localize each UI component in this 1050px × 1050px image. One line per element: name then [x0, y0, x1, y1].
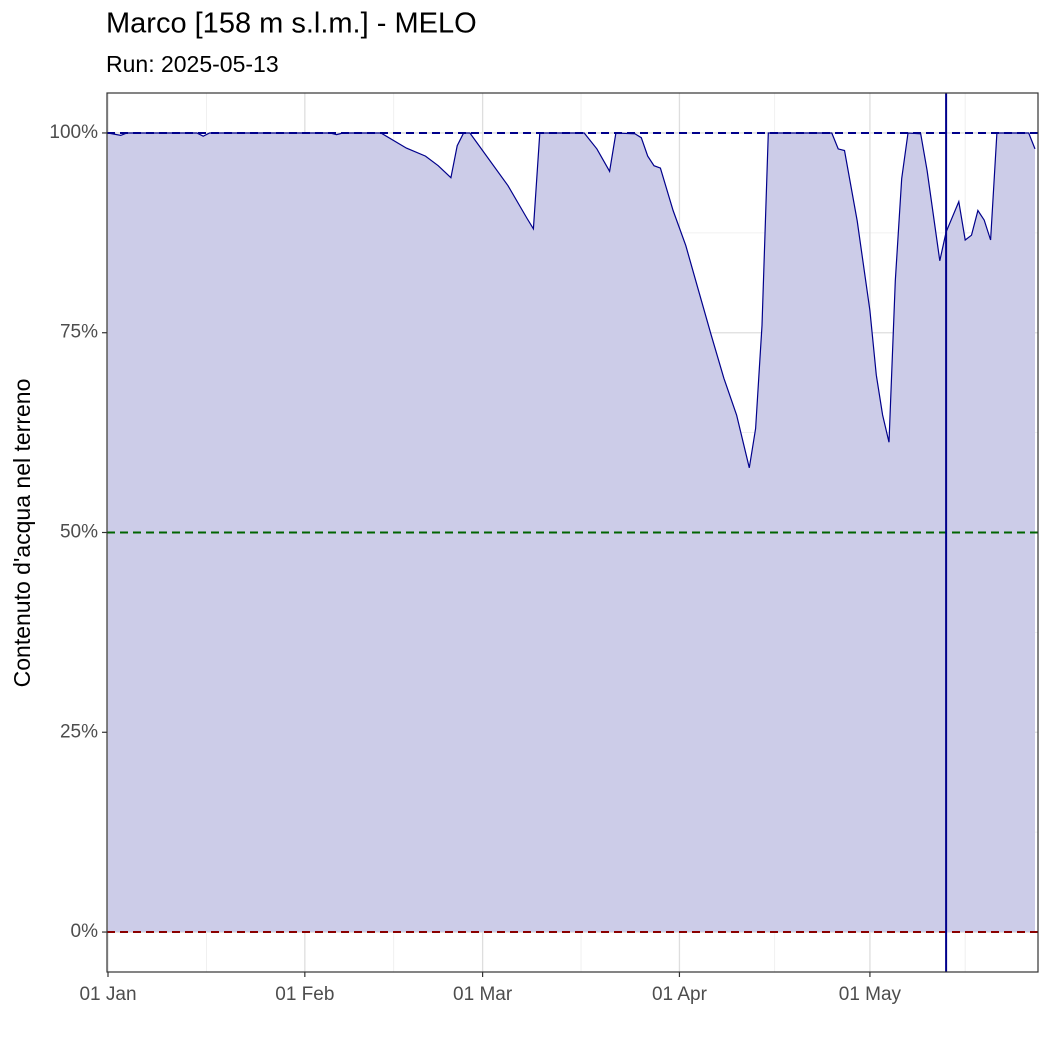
area	[108, 133, 1035, 933]
line	[107, 132, 1036, 468]
x-tick-label: 01 Apr	[652, 984, 708, 1005]
y-axis-label: Contenuto d'acqua nel terreno	[9, 379, 35, 688]
x-tick-label: 01 May	[839, 984, 902, 1005]
chart-subtitle: Run: 2025-05-13	[106, 51, 279, 77]
chart-title: Marco [158 m s.l.m.] - MELO	[106, 8, 477, 40]
x-tick-label: 01 Feb	[275, 984, 334, 1005]
y-tick-label: 0%	[71, 921, 99, 942]
y-tick-label: 75%	[60, 322, 98, 343]
y-tick-label: 100%	[49, 122, 98, 143]
y-tick-label: 25%	[60, 721, 98, 742]
x-tick-label: 01 Mar	[453, 984, 513, 1005]
x-tick-label: 01 Jan	[79, 984, 136, 1005]
y-tick-label: 50%	[60, 522, 98, 543]
